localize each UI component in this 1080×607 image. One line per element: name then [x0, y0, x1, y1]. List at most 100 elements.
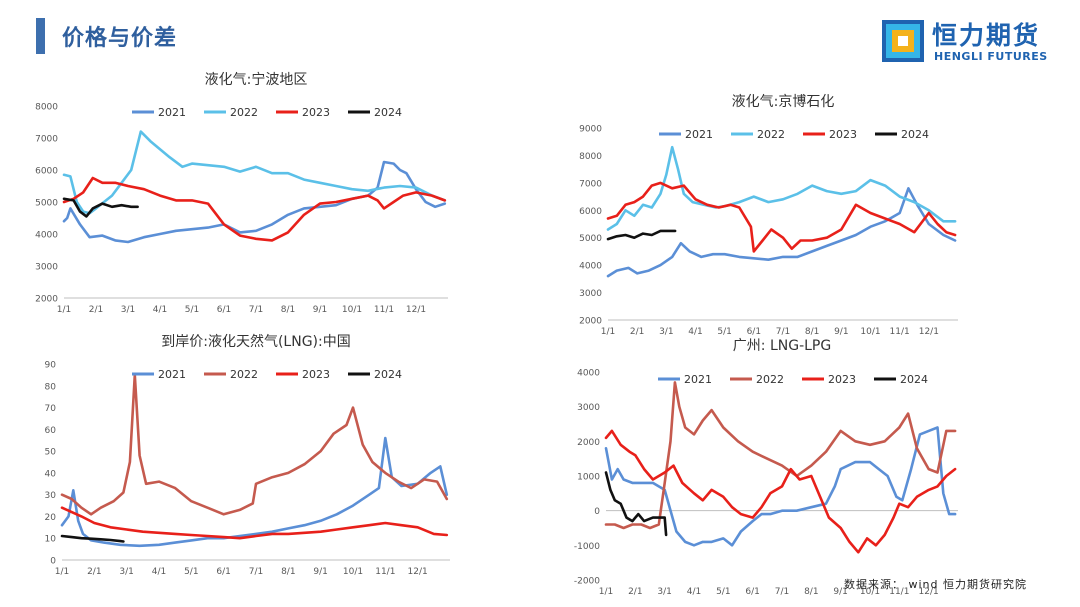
y-tick-label: 10 [45, 535, 57, 545]
x-tick-label: 11/1 [890, 327, 910, 337]
page-title: 价格与价差 [62, 26, 178, 51]
x-tick-label: 1/1 [55, 567, 69, 577]
x-tick-label: 5/1 [185, 305, 199, 315]
y-tick-label: 8000 [579, 152, 602, 162]
x-tick-label: 2/1 [630, 327, 644, 337]
y-tick-label: 90 [45, 361, 57, 371]
x-tick-label: 10/1 [860, 327, 880, 337]
x-tick-label: 10/1 [342, 305, 362, 315]
x-tick-label: 12/1 [406, 305, 426, 315]
y-tick-label: 6000 [35, 167, 58, 177]
legend-label: 2022 [230, 106, 258, 119]
series-line-2022 [606, 145, 957, 231]
x-tick-label: 5/1 [184, 567, 198, 577]
legend-label: 2022 [757, 128, 785, 141]
y-tick-label: 0 [50, 557, 56, 567]
x-tick-label: 3/1 [121, 305, 135, 315]
chart-svg: 到岸价:液化天然气(LNG):中国 0 10 20 30 40 50 60 70 80 90 1/1 2… [45, 333, 450, 577]
y-tick-label: -1000 [574, 542, 600, 552]
y-tick-label: 3000 [577, 403, 600, 413]
series-line-2024 [604, 471, 668, 537]
series-line-2023 [62, 176, 447, 242]
x-tick-label: 1/1 [599, 587, 613, 597]
chart-title: 到岸价:液化天然气(LNG):中国 [161, 333, 350, 350]
series-line-2022 [60, 373, 449, 516]
chart-svg: 广州: LNG-LPG -2000 -1000 0 1000 2000 3000 4000 1/… [574, 338, 958, 597]
x-tick-label: 8/1 [281, 567, 295, 577]
x-tick-label: 7/1 [249, 567, 263, 577]
x-tick-label: 7/1 [249, 305, 263, 315]
y-tick-label: 7000 [579, 179, 602, 189]
x-tick-label: 7/1 [775, 587, 789, 597]
legend-label: 2023 [829, 128, 857, 141]
brand-name-en: HENGLI FUTURES [934, 50, 1048, 63]
x-tick-label: 10/1 [860, 587, 880, 597]
chart-title: 液化气:宁波地区 [205, 71, 308, 88]
x-tick-label: 4/1 [152, 567, 166, 577]
legend-label: 2021 [685, 128, 713, 141]
x-tick-label: 3/1 [657, 587, 671, 597]
series-line-2024 [60, 534, 125, 543]
x-tick-label: 7/1 [776, 327, 790, 337]
x-tick-label: 12/1 [408, 567, 428, 577]
data-source-note: 数据来源： wind 恒力期货研究院 [844, 578, 1027, 591]
y-tick-label: 3000 [579, 289, 602, 299]
y-tick-label: 5000 [579, 234, 602, 244]
x-tick-label: 5/1 [716, 587, 730, 597]
x-tick-label: 11/1 [374, 305, 394, 315]
y-tick-label: 0 [594, 507, 600, 517]
chart-lng-china: 到岸价:液化天然气(LNG):中国 0 10 20 30 40 50 60 70 80 90 1/1 2… [30, 330, 470, 582]
x-tick-label: 11/1 [889, 587, 909, 597]
y-tick-label: 60 [45, 426, 57, 436]
legend-label: 2024 [901, 128, 929, 141]
x-tick-label: 9/1 [313, 567, 327, 577]
series-line-2024 [62, 197, 139, 218]
series-line-2023 [604, 429, 957, 554]
chart-title: 广州: LNG-LPG [733, 338, 831, 354]
x-tick-label: 6/1 [216, 567, 230, 577]
chart-title: 液化气:京博石化 [732, 93, 835, 110]
x-tick-label: 6/1 [217, 305, 231, 315]
x-tick-label: 6/1 [747, 327, 761, 337]
hengli-logo-icon [882, 20, 924, 62]
y-tick-label: 4000 [579, 262, 602, 272]
chart-svg: 液化气:宁波地区 2000 3000 4000 5000 6000 7000 8000 1/1 2… [35, 71, 448, 315]
y-tick-label: 1000 [577, 473, 600, 483]
legend-label: 2024 [374, 106, 402, 119]
legend-label: 2024 [900, 373, 928, 386]
y-tick-label: 30 [45, 491, 57, 501]
y-tick-label: -2000 [574, 577, 600, 587]
legend-label: 2024 [374, 368, 402, 381]
y-tick-label: 4000 [35, 231, 58, 241]
y-tick-label: 6000 [579, 207, 602, 217]
legend-label: 2022 [756, 373, 784, 386]
series-line-2022 [62, 130, 447, 215]
y-tick-label: 2000 [577, 438, 600, 448]
x-tick-label: 11/1 [375, 567, 395, 577]
y-tick-label: 2000 [579, 317, 602, 327]
x-tick-label: 4/1 [153, 305, 167, 315]
y-tick-label: 20 [45, 513, 57, 523]
y-tick-label: 5000 [35, 199, 58, 209]
legend-label: 2023 [302, 106, 330, 119]
x-tick-label: 2/1 [89, 305, 103, 315]
y-tick-label: 9000 [579, 125, 602, 135]
y-tick-label: 50 [45, 448, 57, 458]
x-tick-label: 5/1 [717, 327, 731, 337]
y-tick-label: 80 [45, 382, 57, 392]
y-tick-label: 7000 [35, 135, 58, 145]
chart-ningbo-lpg: 液化气:宁波地区 2000 3000 4000 5000 6000 7000 8000 1/1 2… [30, 68, 470, 323]
x-tick-label: 8/1 [281, 305, 295, 315]
x-tick-label: 1/1 [57, 305, 71, 315]
x-tick-label: 10/1 [343, 567, 363, 577]
legend-label: 2023 [828, 373, 856, 386]
x-tick-label: 12/1 [919, 327, 939, 337]
x-tick-label: 4/1 [688, 327, 702, 337]
title-accent-bar [36, 18, 45, 54]
chart-guangzhou-lng-lpg: 广州: LNG-LPG -2000 -1000 0 1000 2000 3000 4000 1/… [560, 338, 970, 597]
series-line-2021 [62, 160, 447, 244]
x-tick-label: 12/1 [919, 587, 939, 597]
series-line-2022 [604, 381, 957, 530]
x-tick-label: 9/1 [834, 327, 848, 337]
x-tick-label: 8/1 [804, 587, 818, 597]
